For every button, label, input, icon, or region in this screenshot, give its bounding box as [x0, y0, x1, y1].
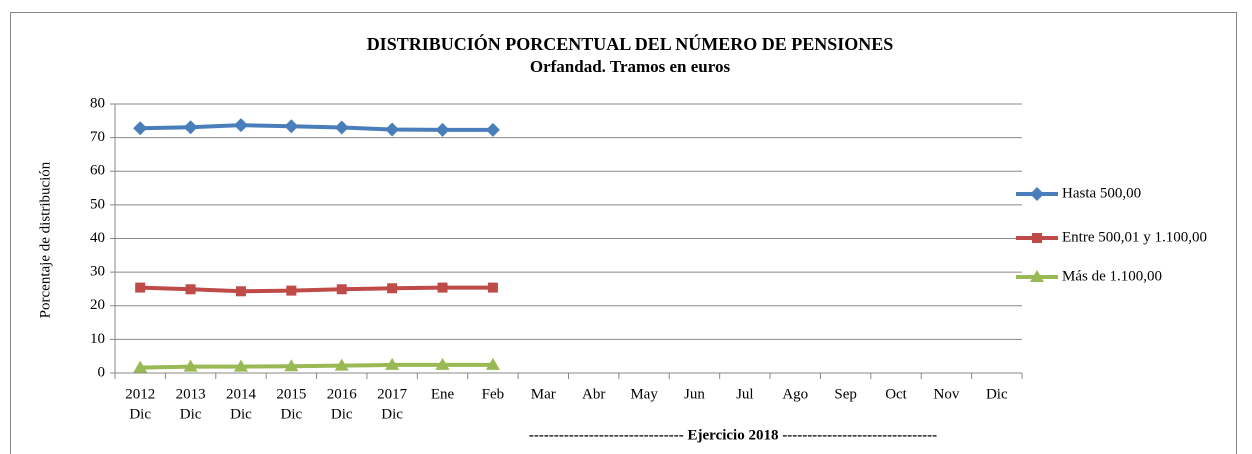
legend-label: Hasta 500,00 — [1062, 185, 1141, 201]
marker — [284, 359, 299, 372]
marker — [387, 283, 398, 294]
x-tick-label: Nov — [933, 386, 959, 402]
x-tick-label: 2013 — [176, 386, 206, 402]
marker — [385, 357, 400, 370]
legend-marker — [1030, 187, 1044, 201]
marker — [334, 120, 349, 135]
marker — [435, 122, 450, 137]
series-line — [140, 123, 493, 132]
series-line — [140, 362, 493, 370]
x-tick-label: Dic — [129, 406, 151, 422]
y-tick-label: 10 — [90, 331, 105, 347]
x-tick-label: Dic — [281, 406, 303, 422]
marker — [183, 120, 198, 135]
marker — [133, 360, 148, 373]
marker — [233, 359, 248, 372]
marker — [183, 359, 198, 372]
y-tick-label: 0 — [98, 364, 106, 380]
x-tick-label: Oct — [885, 386, 907, 402]
marker — [385, 122, 400, 137]
marker — [336, 284, 347, 295]
x-tick-label: Dic — [381, 406, 403, 422]
y-tick-label: 80 — [90, 95, 105, 111]
marker — [487, 282, 498, 293]
annotation: ------------------------------- Ejercici… — [529, 427, 937, 443]
x-tick-label: Jun — [684, 386, 705, 402]
marker — [185, 284, 196, 295]
legend-marker — [1030, 270, 1044, 282]
y-tick-label: 50 — [90, 196, 105, 212]
legend-marker — [1032, 233, 1042, 243]
legend-label: Entre 500,01 y 1.100,00 — [1062, 229, 1207, 245]
y-tick-label: 40 — [90, 230, 105, 246]
x-tick-label: 2014 — [226, 386, 257, 402]
x-tick-label: May — [630, 386, 658, 402]
chart-subtitle: Orfandad. Tramos en euros — [530, 57, 731, 76]
legend-label: Más de 1.100,00 — [1062, 268, 1162, 284]
x-tick-label: Ene — [431, 386, 455, 402]
x-tick-label: Feb — [482, 386, 505, 402]
series-line — [140, 285, 493, 294]
x-tick-label: Dic — [331, 406, 353, 422]
y-tick-label: 20 — [90, 297, 105, 313]
x-tick-label: 2012 — [125, 386, 155, 402]
x-tick-label: 2016 — [327, 386, 358, 402]
x-tick-label: 2015 — [276, 386, 306, 402]
x-tick-label: 2017 — [377, 386, 408, 402]
marker — [334, 358, 349, 371]
x-tick-label: Abr — [582, 386, 605, 402]
marker — [233, 118, 248, 133]
x-tick-label: Mar — [531, 386, 556, 402]
y-tick-label: 70 — [90, 129, 105, 145]
marker — [284, 119, 299, 134]
x-tick-label: Sep — [834, 386, 857, 402]
marker — [485, 357, 500, 370]
x-tick-label: Ago — [782, 386, 808, 402]
marker — [235, 286, 246, 297]
marker — [435, 357, 450, 370]
marker — [485, 122, 500, 137]
x-tick-label: Jul — [736, 386, 754, 402]
y-tick-label: 60 — [90, 163, 105, 179]
marker — [133, 121, 148, 136]
x-tick-label: Dic — [180, 406, 202, 422]
x-tick-label: Dic — [230, 406, 252, 422]
chart-frame — [10, 12, 1237, 454]
x-tick-label: Dic — [986, 386, 1008, 402]
marker — [437, 282, 448, 293]
y-tick-label: 30 — [90, 264, 105, 280]
chart-title: DISTRIBUCIÓN PORCENTUAL DEL NÚMERO DE PE… — [367, 33, 894, 54]
y-axis-label: Porcentaje de distribución — [37, 161, 53, 318]
marker — [286, 285, 297, 296]
marker — [135, 282, 146, 293]
